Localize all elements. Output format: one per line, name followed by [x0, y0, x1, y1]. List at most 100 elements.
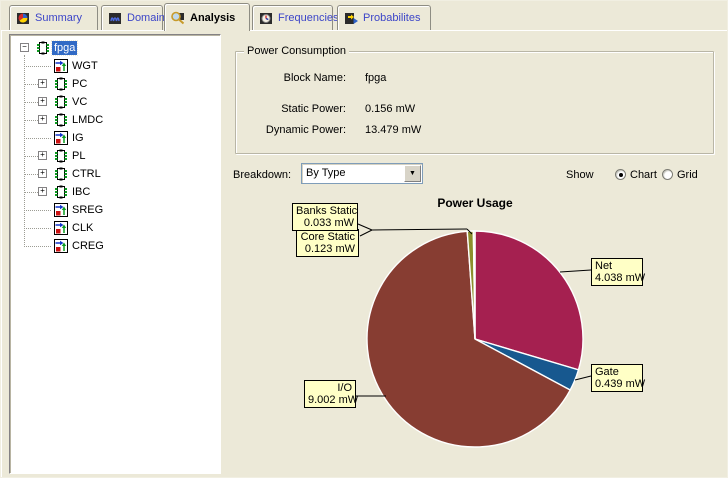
probabilities-tab-icon	[345, 13, 358, 24]
tree-item-label[interactable]: IG	[72, 132, 84, 144]
chip-icon	[55, 95, 67, 109]
tree-item-label[interactable]: CLK	[72, 222, 94, 234]
tab-analysis[interactable]: Analysis	[164, 3, 250, 31]
block-name-value: fpga	[365, 72, 387, 84]
callout-leader-line	[371, 228, 468, 231]
tree-connector-stub	[24, 156, 38, 157]
tree-connector-stub	[24, 210, 51, 211]
tree-item-wgt[interactable]: WGT	[10, 57, 220, 75]
collapse-toggle-icon[interactable]: −	[20, 43, 29, 52]
tree-item-label[interactable]: fpga	[50, 40, 79, 56]
summary-tab-icon	[17, 13, 29, 24]
tree-item-sreg[interactable]: SREG	[10, 201, 220, 219]
chip-icon	[55, 113, 67, 127]
tree-item-label[interactable]: PL	[72, 150, 86, 162]
tree-item-ibc[interactable]: + IBC	[10, 183, 220, 201]
show-label: Show	[566, 169, 594, 181]
tree-item-label[interactable]: IBC	[72, 186, 91, 198]
gate-icon	[54, 239, 68, 253]
static-power-value: 0.156 mW	[365, 103, 416, 115]
chart-title: Power Usage	[437, 196, 513, 210]
radio-dot	[618, 172, 623, 177]
tab-label: Domains	[127, 12, 171, 24]
callout-leader-line	[559, 269, 592, 273]
pie-callout-net: Net 4.038 mW	[591, 258, 646, 286]
tree-connector-stub	[24, 192, 38, 193]
pie-callout-gate: Gate 0.439 mW	[591, 364, 645, 392]
tree-connector-stub	[24, 120, 38, 121]
static-power-label: Static Power:	[281, 103, 346, 115]
tree-item-ctrl[interactable]: + CTRL	[10, 165, 220, 183]
expand-toggle-icon[interactable]: +	[38, 187, 47, 196]
callout-leader-line	[357, 223, 373, 231]
tab-label: Analysis	[190, 11, 236, 24]
tree-item-clk[interactable]: CLK	[10, 219, 220, 237]
analysis-tab-page: − fpga WGT + PC + VC + LMDC IG + PL + CTRL + IBC SREG CLK…	[1, 30, 727, 477]
breakdown-dropdown[interactable]: By Type ▼	[301, 163, 423, 184]
tree-item-label[interactable]: PC	[72, 78, 88, 90]
callout-slice-value: 4.038 mW	[595, 272, 646, 284]
pie-chart	[356, 223, 592, 448]
tree-item-label[interactable]: CREG	[72, 240, 104, 252]
gate-icon	[54, 221, 68, 235]
grid-radio[interactable]	[662, 169, 673, 180]
tree-connector-stub	[24, 66, 51, 67]
tree-item-vc[interactable]: + VC	[10, 93, 220, 111]
callout-slice-label: Gate	[595, 366, 619, 378]
tree-connector-stub	[24, 246, 51, 247]
tree-item-label[interactable]: WGT	[72, 60, 98, 72]
dynamic-power-value: 13.479 mW	[365, 124, 422, 136]
pie-slice-i-o	[366, 230, 572, 448]
expand-toggle-icon[interactable]: +	[38, 115, 47, 124]
callout-slice-label: Net	[595, 260, 613, 272]
tree-item-lmdc[interactable]: + LMDC	[10, 111, 220, 129]
callout-slice-value: 0.123 mW	[304, 243, 355, 255]
tree-item-label[interactable]: VC	[72, 96, 88, 108]
tree-connector-stub	[24, 138, 51, 139]
tree-pane[interactable]: − fpga WGT + PC + VC + LMDC IG + PL + CTRL + IBC SREG CLK…	[9, 34, 221, 474]
expand-toggle-icon[interactable]: +	[38, 97, 47, 106]
expand-toggle-icon[interactable]: +	[38, 79, 47, 88]
tree-connector-stub	[24, 102, 38, 103]
frequencies-tab-icon	[260, 13, 272, 24]
dropdown-arrow-icon[interactable]: ▼	[404, 165, 421, 182]
tree-item-label[interactable]: LMDC	[72, 114, 104, 126]
callout-slice-value: 9.002 mW	[308, 394, 359, 406]
callout-leader-line	[466, 228, 473, 235]
tree-item-fpga[interactable]: − fpga	[10, 39, 220, 57]
tree-connector-stub	[24, 228, 51, 229]
tab-probabilities[interactable]: Probabilites	[337, 5, 431, 30]
pie-callout-i-o: I/O 9.002 mW	[304, 380, 359, 408]
tab-frequencies[interactable]: Frequencies	[252, 5, 339, 30]
pie-slice-banks-static	[472, 230, 476, 340]
callout-slice-label: Banks Static	[296, 205, 358, 217]
callout-leader-line	[574, 375, 592, 381]
expand-toggle-icon[interactable]: +	[38, 151, 47, 160]
tab-summary[interactable]: Summary	[9, 5, 98, 30]
tree-connector-stub	[24, 174, 38, 175]
chart-radio[interactable]	[615, 169, 626, 180]
tree-connector-stub	[24, 84, 38, 85]
chip-icon	[55, 167, 67, 181]
tree-item-pl[interactable]: + PL	[10, 147, 220, 165]
chip-icon	[55, 149, 67, 163]
power-usage-chart: Power Usage Net 4.038 mW Gate 0.439 mW I/O 9.…	[230, 192, 720, 472]
callout-slice-label: I/O	[337, 382, 352, 394]
tree-item-label[interactable]: SREG	[72, 204, 104, 216]
gate-icon	[54, 203, 68, 217]
callout-slice-value: 0.033 mW	[303, 217, 354, 229]
tree-item-pc[interactable]: + PC	[10, 75, 220, 93]
tree-item-label[interactable]: CTRL	[72, 168, 101, 180]
breakdown-label: Breakdown:	[233, 169, 292, 181]
pie-callout-banks-static: Banks Static 0.033 mW	[292, 203, 358, 231]
chip-icon	[55, 77, 67, 91]
group-title: Power Consumption	[244, 45, 350, 57]
power-consumption-group: Power Consumption Block Name: fpga Stati…	[235, 45, 714, 154]
gate-icon	[54, 59, 68, 73]
tree-item-creg[interactable]: CREG	[10, 237, 220, 255]
chip-icon	[37, 41, 49, 55]
tree-item-ig[interactable]: IG	[10, 129, 220, 147]
expand-toggle-icon[interactable]: +	[38, 169, 47, 178]
tab-domains[interactable]: Domains	[101, 5, 170, 30]
tree-connector-line	[24, 55, 25, 247]
